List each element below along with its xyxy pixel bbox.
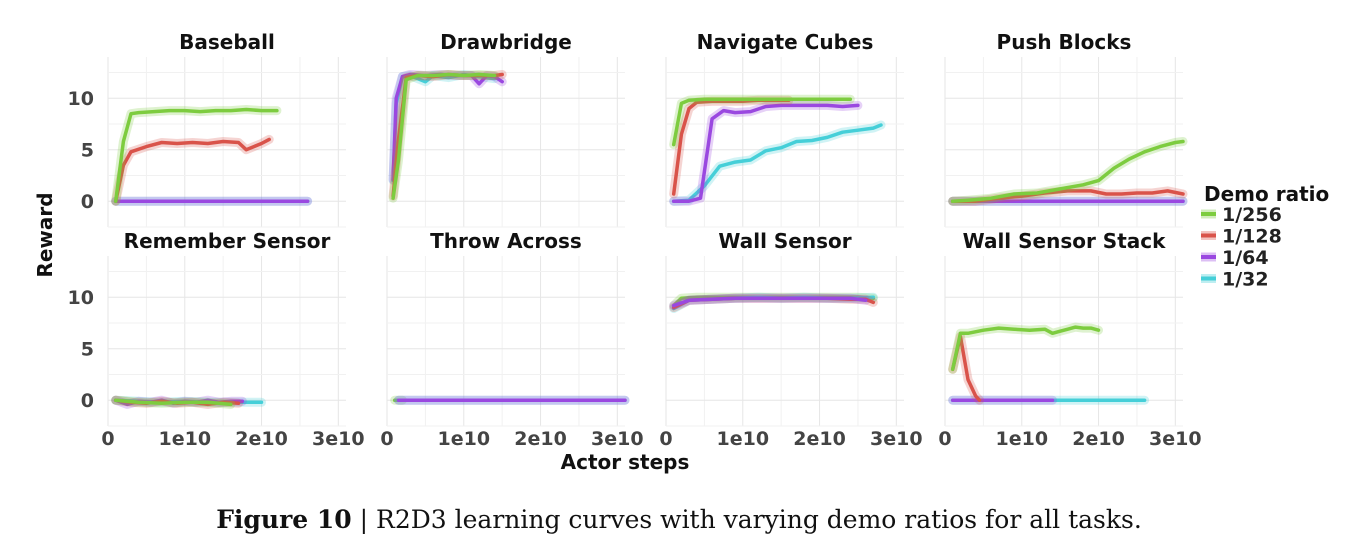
caption-text: R2D3 learning curves with varying demo r… [376,505,1142,534]
y-tick-label: 0 [81,390,94,412]
series-line [113,137,271,203]
figure-caption: Figure 10 | R2D3 learning curves with va… [0,505,1358,534]
legend-label: 1/32 [1222,269,1269,291]
caption-figure-number: Figure 10 [216,505,352,534]
panel: Drawbridge [386,30,625,228]
x-tick-label: 1e10 [159,428,212,450]
x-tick-label: 1e10 [717,428,770,450]
series-line [950,139,1185,203]
panel-title: Baseball [179,30,275,54]
x-axis-label: Actor steps [561,450,690,474]
panel-title: Push Blocks [997,30,1132,54]
x-tick-label: 2e10 [1072,428,1125,450]
x-tick-label: 0 [938,428,951,450]
x-tick-label: 2e10 [514,428,567,450]
panel: Wall Sensor Stack 0 1e10 2e10 3e10 [938,229,1201,450]
series-band [388,70,499,203]
x-tick-label: 2e10 [793,428,846,450]
y-tick-label: 5 [81,339,94,361]
series-line [671,123,883,203]
panel: Navigate Cubes [665,30,904,228]
y-tick-label: 0 [81,191,94,213]
y-axis-label: Reward [33,192,57,277]
panel-title: Wall Sensor [718,229,851,253]
x-tick-label: 3e10 [1149,428,1202,450]
series-line [113,107,279,203]
x-tick-label: 0 [101,428,114,450]
panels-layer: Baseball 0 5 10 Drawbridge Navigate Cubes Push… [68,30,1202,450]
y-tick-label: 10 [68,287,94,309]
panel-title: Throw Across [430,229,582,253]
legend-item: 1/32 [1201,269,1269,291]
legend-label: 1/64 [1222,247,1269,269]
panel: Baseball 0 5 10 [68,30,346,228]
series-line [671,97,853,147]
x-tick-label: 3e10 [591,428,644,450]
panel-title: Remember Sensor [124,229,331,253]
panel: Push Blocks [944,30,1188,228]
panel: Wall Sensor 0 1e10 2e10 3e10 [659,229,922,450]
x-tick-label: 1e10 [996,428,1049,450]
legend-title: Demo ratio [1204,182,1329,206]
series-line [671,296,868,308]
legend-item: 1/128 [1201,226,1282,248]
series-line [950,325,1101,372]
caption-separator: | [351,505,376,534]
y-tick-label: 10 [68,88,94,110]
panel-title: Navigate Cubes [697,30,874,54]
legend-label: 1/128 [1222,226,1282,248]
x-tick-label: 1e10 [438,428,491,450]
legend-item: 1/256 [1201,204,1282,226]
x-tick-label: 0 [380,428,393,450]
y-tick-label: 5 [81,140,94,162]
legend-item: 1/64 [1201,247,1269,269]
series-band [111,105,282,206]
panel: Remember Sensor 0 5 10 0 1e10 2e10 3e10 [68,229,365,450]
panel-title: Wall Sensor Stack [963,229,1167,253]
series-line [391,72,497,200]
x-tick-label: 0 [659,428,672,450]
x-tick-label: 2e10 [235,428,288,450]
panel-title: Drawbridge [440,30,572,54]
series-line [113,398,233,407]
figure-canvas: Baseball 0 5 10 Drawbridge Navigate Cubes Push… [33,30,1329,474]
legend-label: 1/256 [1222,204,1282,226]
x-tick-label: 3e10 [870,428,923,450]
panel: Throw Across 0 1e10 2e10 3e10 [380,229,643,450]
x-tick-label: 3e10 [312,428,365,450]
series-line [671,103,860,203]
